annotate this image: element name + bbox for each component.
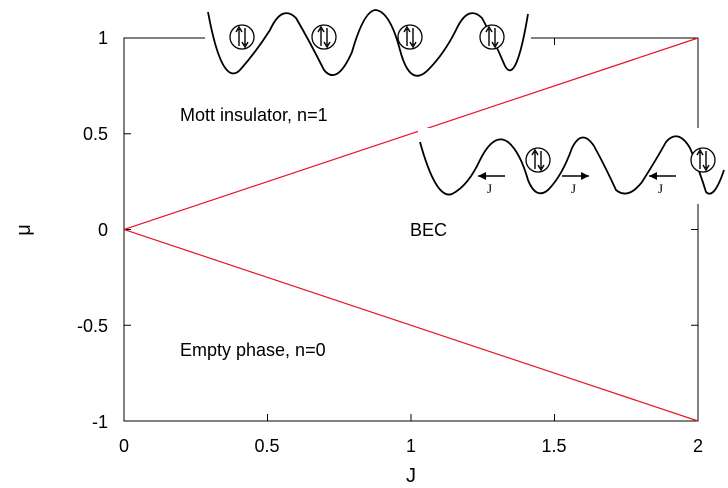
y-tick-label: -1 <box>92 412 108 432</box>
hop-label: J <box>571 181 576 196</box>
hop-label: J <box>658 181 663 196</box>
atom-pair-icon <box>229 24 255 50</box>
bec-lattice-illustration: J J J <box>418 128 728 204</box>
x-axis-label: J <box>406 465 416 487</box>
hop-arrow-right-icon <box>562 172 589 180</box>
mott-lattice-illustration <box>205 4 531 77</box>
hop-label: J <box>487 181 492 196</box>
atom-pair-icon <box>397 24 423 50</box>
y-axis-label: μ <box>13 224 35 236</box>
y-tick-label: 0.5 <box>83 124 108 144</box>
atom-pair-icon <box>525 147 551 173</box>
empty-phase-label: Empty phase, n=0 <box>180 340 326 360</box>
hop-arrow-left-icon <box>478 172 505 180</box>
hop-arrow-left-icon <box>649 172 676 180</box>
phase-boundary-lower <box>123 228 699 422</box>
x-tick-label: 1.5 <box>541 436 566 456</box>
y-tick-label: 0 <box>98 220 108 240</box>
atom-pair-icon <box>690 147 716 173</box>
bec-label: BEC <box>410 220 447 240</box>
x-tick-label: 1 <box>406 436 416 456</box>
mott-insulator-label: Mott insulator, n=1 <box>180 105 328 125</box>
y-tick-label: -0.5 <box>77 316 108 336</box>
atom-pair-icon <box>311 24 337 50</box>
x-tick-label: 0.5 <box>254 436 279 456</box>
x-tick-label: 2 <box>693 436 703 456</box>
atom-pair-icon <box>479 24 505 50</box>
phase-boundary-upper <box>123 37 699 231</box>
lattice-potential-curve <box>207 9 529 77</box>
y-tick-label: 1 <box>98 28 108 48</box>
x-tick-label: 0 <box>119 436 129 456</box>
lattice-potential-curve <box>419 135 725 196</box>
